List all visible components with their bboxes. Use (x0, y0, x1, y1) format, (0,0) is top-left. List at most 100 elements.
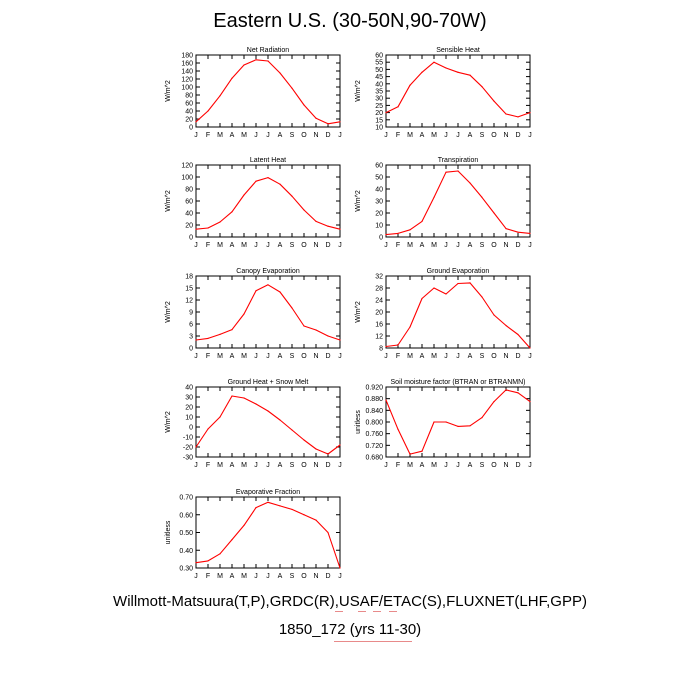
x-tick-label: F (396, 462, 400, 469)
x-tick-label: S (290, 242, 295, 249)
data-point (267, 60, 269, 62)
x-tick-label: J (254, 132, 258, 139)
x-tick-label: J (338, 462, 342, 469)
y-tick-label: 3 (189, 334, 193, 341)
data-point (231, 539, 233, 541)
y-tick-label: 55 (375, 60, 383, 67)
y-tick-label: 10 (375, 125, 383, 132)
data-point (409, 84, 411, 86)
plot-frame (195, 386, 341, 458)
y-tick-label: 30 (375, 199, 383, 206)
data-point (219, 333, 221, 335)
series-line (195, 284, 341, 341)
y-tick-label: 24 (375, 298, 383, 305)
data-point (243, 194, 245, 196)
panel-title: Sensible Heat (436, 47, 480, 54)
x-tick-label: J (338, 132, 342, 139)
data-point (457, 71, 459, 73)
x-tick-label: A (230, 573, 235, 580)
x-tick-label: N (503, 132, 508, 139)
x-tick-label: N (503, 353, 508, 360)
data-point (219, 95, 221, 97)
data-point (315, 117, 317, 119)
y-tick-label: 0.680 (365, 455, 383, 462)
y-tick-label: 40 (185, 385, 193, 392)
x-tick-label: N (313, 573, 318, 580)
y-tick-label: 30 (185, 395, 193, 402)
series-line (385, 389, 531, 455)
data-point (433, 421, 435, 423)
data-point (207, 110, 209, 112)
data-point (529, 232, 531, 234)
y-tick-label: 0.50 (179, 530, 193, 537)
x-tick-label: M (217, 353, 223, 360)
series-line (195, 501, 341, 569)
x-tick-label: J (384, 353, 388, 360)
footer-underline (389, 611, 397, 612)
x-tick-label: J (194, 132, 198, 139)
y-tick-label: 0.30 (179, 566, 193, 573)
data-point (529, 400, 531, 403)
x-tick-label: A (420, 132, 425, 139)
series-line (195, 395, 341, 455)
series-line (385, 170, 531, 236)
x-tick-label: A (468, 353, 473, 360)
y-tick-label: 120 (181, 163, 193, 170)
x-tick-label: J (254, 353, 258, 360)
y-tick-label: 0.880 (365, 396, 383, 403)
chart-panel: Evaporative Fraction unitless 0.30 0.40 0.50… (165, 489, 342, 580)
y-tick-label: 140 (181, 69, 193, 76)
y-tick-label: 28 (375, 286, 383, 293)
x-tick-label: O (301, 132, 307, 139)
y-tick-label: 45 (375, 74, 383, 81)
data-point (493, 400, 495, 403)
data-point (291, 307, 293, 309)
x-tick-label: J (384, 242, 388, 249)
data-point (231, 211, 233, 213)
series-line (385, 282, 531, 349)
y-tick-label: 32 (375, 274, 383, 281)
data-point (207, 227, 209, 229)
data-point (255, 403, 257, 405)
x-tick-label: O (301, 573, 307, 580)
data-point (517, 333, 519, 336)
y-tick-label: 8 (379, 346, 383, 353)
plot-frame (385, 164, 531, 238)
data-point (493, 314, 495, 316)
x-tick-label: J (384, 132, 388, 139)
data-point (291, 429, 293, 431)
x-tick-label: F (206, 353, 210, 360)
footer-underline (358, 611, 366, 612)
x-tick-label: A (278, 242, 283, 249)
data-point (207, 560, 209, 562)
data-point (195, 446, 197, 448)
x-tick-label: A (468, 132, 473, 139)
data-point (315, 329, 317, 331)
plot-frame (385, 386, 531, 458)
x-tick-label: A (420, 353, 425, 360)
y-tick-label: 40 (375, 81, 383, 88)
x-tick-label: M (241, 353, 247, 360)
y-axis-label: W/m^2 (355, 301, 362, 323)
x-tick-label: M (241, 573, 247, 580)
data-point (315, 519, 317, 521)
x-tick-label: S (480, 462, 485, 469)
y-tick-label: 0 (189, 425, 193, 432)
x-tick-label: M (431, 353, 437, 360)
data-point (267, 501, 269, 503)
x-tick-label: M (241, 132, 247, 139)
x-tick-label: J (266, 132, 270, 139)
x-tick-label: N (313, 462, 318, 469)
data-point (481, 86, 483, 88)
x-tick-label: J (456, 132, 460, 139)
data-point (279, 72, 281, 74)
data-point (291, 195, 293, 197)
x-tick-label: D (515, 132, 520, 139)
x-tick-label: J (338, 353, 342, 360)
x-tick-label: F (396, 242, 400, 249)
data-point (409, 326, 411, 328)
y-tick-label: 100 (181, 85, 193, 92)
